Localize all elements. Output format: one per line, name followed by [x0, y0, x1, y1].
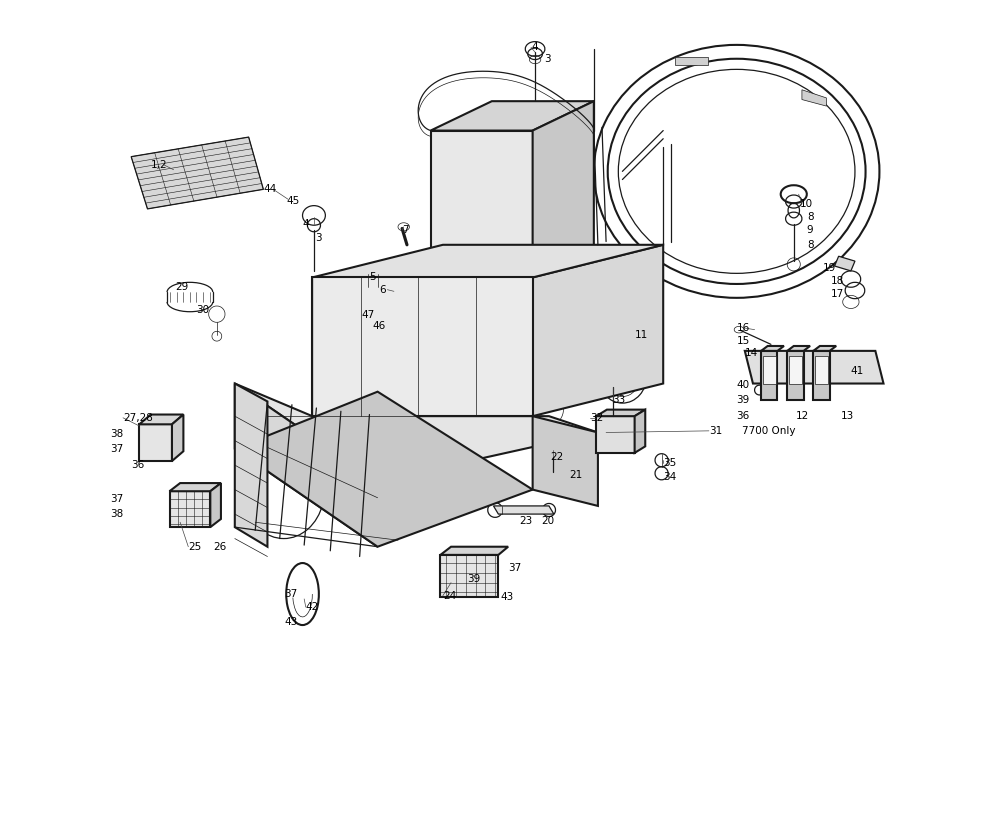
Polygon shape — [635, 410, 645, 453]
Polygon shape — [835, 256, 855, 271]
Polygon shape — [493, 506, 554, 514]
Text: 43: 43 — [500, 592, 513, 602]
Polygon shape — [131, 137, 263, 209]
Polygon shape — [787, 346, 810, 351]
Polygon shape — [312, 245, 663, 277]
Polygon shape — [815, 356, 828, 384]
Text: 47: 47 — [361, 310, 375, 320]
Polygon shape — [172, 415, 183, 461]
Text: 9: 9 — [807, 225, 813, 235]
Text: 11: 11 — [635, 330, 648, 339]
Text: 18: 18 — [830, 276, 844, 286]
Text: 42: 42 — [306, 602, 319, 612]
Text: 15: 15 — [737, 336, 750, 346]
Text: 36: 36 — [131, 460, 144, 470]
Text: 6: 6 — [379, 285, 386, 295]
Text: 45: 45 — [286, 196, 299, 206]
Polygon shape — [789, 356, 802, 384]
Text: 35: 35 — [663, 459, 676, 468]
Text: 32: 32 — [590, 413, 603, 423]
Text: 31: 31 — [709, 426, 722, 436]
Polygon shape — [533, 101, 594, 277]
Text: 3: 3 — [544, 54, 551, 64]
Polygon shape — [596, 416, 635, 453]
Text: 43: 43 — [285, 617, 298, 627]
Text: 21: 21 — [569, 470, 583, 480]
Polygon shape — [235, 384, 598, 481]
Text: 19: 19 — [822, 263, 836, 273]
Polygon shape — [745, 351, 884, 384]
Polygon shape — [235, 384, 267, 547]
Text: 12: 12 — [795, 411, 809, 421]
Text: 4: 4 — [303, 219, 309, 228]
Text: 41: 41 — [851, 366, 864, 376]
Polygon shape — [170, 483, 221, 491]
Text: 30: 30 — [196, 305, 210, 315]
Text: 7: 7 — [402, 225, 409, 235]
Polygon shape — [761, 351, 777, 400]
Text: 24: 24 — [443, 591, 456, 601]
Polygon shape — [431, 101, 594, 131]
Polygon shape — [763, 356, 776, 384]
Polygon shape — [787, 351, 804, 400]
Polygon shape — [596, 410, 645, 416]
Text: 8: 8 — [807, 212, 813, 222]
Polygon shape — [235, 392, 533, 547]
Text: 38: 38 — [110, 429, 123, 439]
Text: 27,28: 27,28 — [123, 413, 153, 423]
Text: 33: 33 — [613, 395, 626, 405]
Text: 5: 5 — [369, 273, 376, 282]
Polygon shape — [235, 384, 378, 547]
Text: 39: 39 — [467, 574, 481, 584]
Text: 20: 20 — [541, 516, 554, 526]
Polygon shape — [533, 416, 598, 506]
Text: 34: 34 — [663, 472, 676, 481]
Text: 37: 37 — [285, 589, 298, 599]
Text: 25: 25 — [188, 542, 202, 552]
Polygon shape — [139, 415, 183, 424]
Text: 17: 17 — [830, 289, 844, 299]
Text: 16: 16 — [737, 323, 750, 333]
Polygon shape — [440, 555, 498, 597]
Text: 14: 14 — [745, 348, 758, 357]
Text: 1,2: 1,2 — [151, 160, 167, 170]
Polygon shape — [440, 547, 508, 555]
Text: 37: 37 — [508, 563, 521, 573]
Polygon shape — [813, 351, 830, 400]
Polygon shape — [675, 57, 708, 65]
Text: 37: 37 — [110, 444, 123, 454]
Polygon shape — [210, 483, 221, 527]
Text: 38: 38 — [110, 509, 123, 519]
Polygon shape — [533, 245, 663, 416]
Text: 29: 29 — [175, 282, 188, 292]
Polygon shape — [813, 346, 836, 351]
Text: 40: 40 — [737, 380, 750, 390]
Polygon shape — [312, 277, 533, 416]
Text: 4: 4 — [531, 42, 538, 52]
Text: 26: 26 — [213, 542, 226, 552]
Polygon shape — [802, 90, 826, 106]
Text: 8: 8 — [807, 240, 813, 250]
Text: 3: 3 — [315, 233, 321, 243]
Text: 10: 10 — [800, 199, 813, 209]
Text: 46: 46 — [373, 322, 386, 331]
Text: 44: 44 — [263, 184, 277, 194]
Text: 36: 36 — [737, 411, 750, 421]
Polygon shape — [170, 491, 210, 527]
Text: 7700 Only: 7700 Only — [742, 426, 795, 436]
Text: 22: 22 — [551, 452, 564, 462]
Text: 23: 23 — [520, 516, 533, 526]
Text: 13: 13 — [841, 411, 854, 421]
Polygon shape — [139, 424, 172, 461]
Text: 39: 39 — [737, 395, 750, 405]
Polygon shape — [431, 131, 533, 277]
Polygon shape — [761, 346, 784, 351]
Text: 37: 37 — [110, 494, 123, 504]
